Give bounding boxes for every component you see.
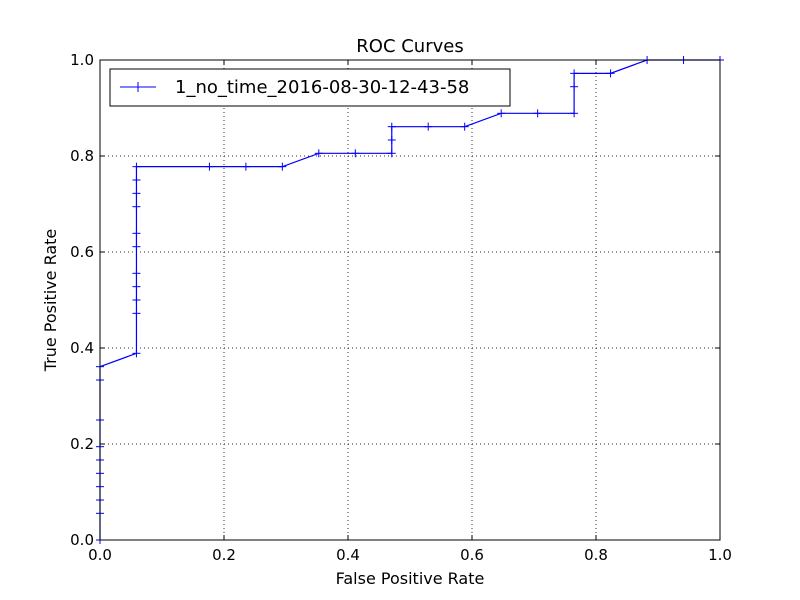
data-point-marker [132,202,141,211]
data-point-marker [241,162,250,171]
data-point-marker [387,122,396,131]
data-point-marker [460,122,469,131]
data-point-marker [132,309,141,318]
legend: 1_no_time_2016-08-30-12-43-58 [109,68,511,107]
data-point-marker [570,109,579,118]
data-point-marker [424,122,433,131]
plot-frame [99,59,721,541]
data-point-marker [132,189,141,198]
data-point-marker [132,349,141,358]
data-point-marker [132,162,141,171]
plot-area [100,60,720,540]
data-point-marker [205,162,214,171]
data-point-marker [132,229,141,238]
x-tick-label: 0.8 [584,546,608,564]
data-point-marker [132,269,141,278]
data-point-marker [278,162,287,171]
x-tick-label: 0.0 [88,546,112,564]
data-point-marker [387,136,396,145]
data-point-marker [132,176,141,184]
x-tick-label: 0.6 [460,546,484,564]
data-point-marker [387,149,396,158]
data-point-marker [570,69,579,78]
data-point-marker [606,69,615,78]
y-tick-label: 0.6 [70,243,94,261]
data-point-marker [533,109,542,118]
tick-labels: 0.0 0.2 0.4 0.6 0.8 1.0 0.0 0.2 0.4 0.6 0.8 1.0 [70,51,732,564]
data-point-marker [132,296,141,304]
data-point-marker [351,149,360,158]
data-point-marker [570,82,579,91]
data-point-marker [497,109,506,118]
legend-box [109,68,511,107]
y-tick-label: 0.2 [70,435,94,453]
data-point-marker [314,149,323,158]
data-point-marker [132,282,141,291]
legend-label: 1_no_time_2016-08-30-12-43-58 [175,77,469,98]
y-tick-label: 1.0 [70,51,94,69]
chart-title: ROC Curves [356,36,463,57]
x-tick-label: 1.0 [708,546,732,564]
data-point-marker [132,242,141,251]
y-axis-title: True Positive Rate [41,229,60,373]
x-tick-label: 0.2 [212,546,236,564]
y-tick-label: 0.8 [70,147,94,165]
y-tick-label: 0.0 [70,531,94,549]
grid-lines [100,60,720,540]
x-tick-label: 0.4 [336,546,360,564]
y-tick-label: 0.4 [70,339,94,357]
x-axis-title: False Positive Rate [336,569,485,588]
